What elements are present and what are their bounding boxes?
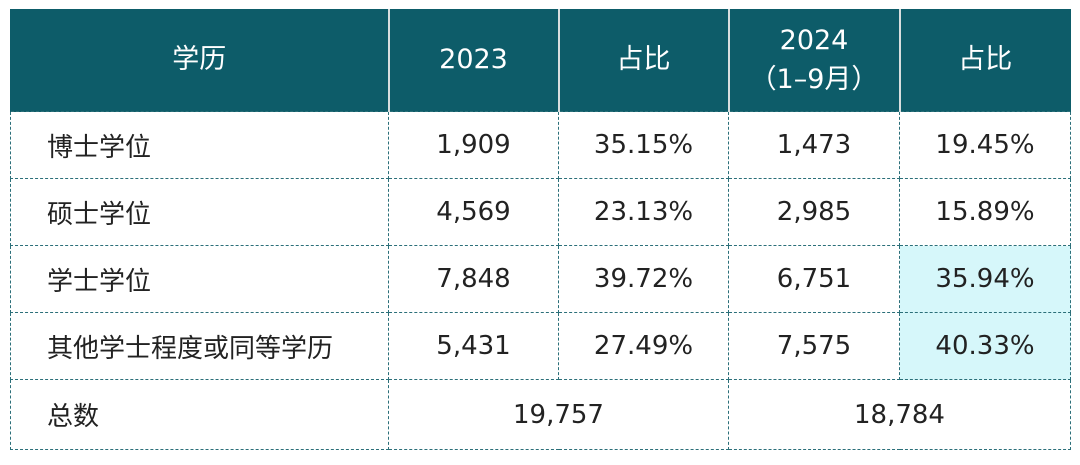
header-2024-year: 2024 — [779, 24, 849, 56]
education-statistics-table: 学历 2023 占比 2024 （1–9月） 占比 博士学位 1,909 35.… — [10, 9, 1071, 450]
header-share-2024: 占比 — [898, 9, 1071, 112]
total-2023: 19,757 — [388, 379, 729, 450]
table-row: 博士学位 1,909 35.15% 1,473 19.45% — [10, 111, 1071, 179]
value-2023: 4,569 — [388, 178, 559, 246]
value-2024: 6,751 — [728, 245, 900, 313]
total-row: 总数 19,757 18,784 — [10, 379, 1071, 450]
share-2023: 27.49% — [558, 312, 729, 380]
share-2023: 23.13% — [558, 178, 729, 246]
row-label: 博士学位 — [10, 111, 389, 179]
value-2024: 1,473 — [728, 111, 900, 179]
table-body: 博士学位 1,909 35.15% 1,473 19.45% 硕士学位 4,56… — [10, 111, 1071, 450]
header-education: 学历 — [10, 9, 390, 112]
total-label: 总数 — [10, 379, 389, 450]
table-header: 学历 2023 占比 2024 （1–9月） 占比 — [10, 9, 1071, 112]
header-2023: 2023 — [387, 9, 560, 112]
row-label: 其他学士程度或同等学历 — [10, 312, 389, 380]
value-2023: 5,431 — [388, 312, 559, 380]
value-2023: 1,909 — [388, 111, 559, 179]
share-2024-highlighted: 35.94% — [899, 245, 1071, 313]
education-table-container: 学历 2023 占比 2024 （1–9月） 占比 博士学位 1,909 35.… — [10, 9, 1071, 450]
share-2023: 35.15% — [558, 111, 729, 179]
table-row: 学士学位 7,848 39.72% 6,751 35.94% — [10, 245, 1071, 313]
row-label: 学士学位 — [10, 245, 389, 313]
share-2023: 39.72% — [558, 245, 729, 313]
table-row: 其他学士程度或同等学历 5,431 27.49% 7,575 40.33% — [10, 312, 1071, 380]
share-2024-highlighted: 40.33% — [899, 312, 1071, 380]
total-2024: 18,784 — [728, 379, 1071, 450]
value-2023: 7,848 — [388, 245, 559, 313]
share-2024: 15.89% — [899, 178, 1071, 246]
table-row: 硕士学位 4,569 23.13% 2,985 15.89% — [10, 178, 1071, 246]
header-2024-period: （1–9月） — [749, 64, 879, 95]
header-2024: 2024 （1–9月） — [727, 9, 901, 112]
value-2024: 2,985 — [728, 178, 900, 246]
header-share-2023: 占比 — [557, 9, 730, 112]
row-label: 硕士学位 — [10, 178, 389, 246]
share-2024: 19.45% — [899, 111, 1071, 179]
header-row: 学历 2023 占比 2024 （1–9月） 占比 — [10, 9, 1071, 112]
value-2024: 7,575 — [728, 312, 900, 380]
